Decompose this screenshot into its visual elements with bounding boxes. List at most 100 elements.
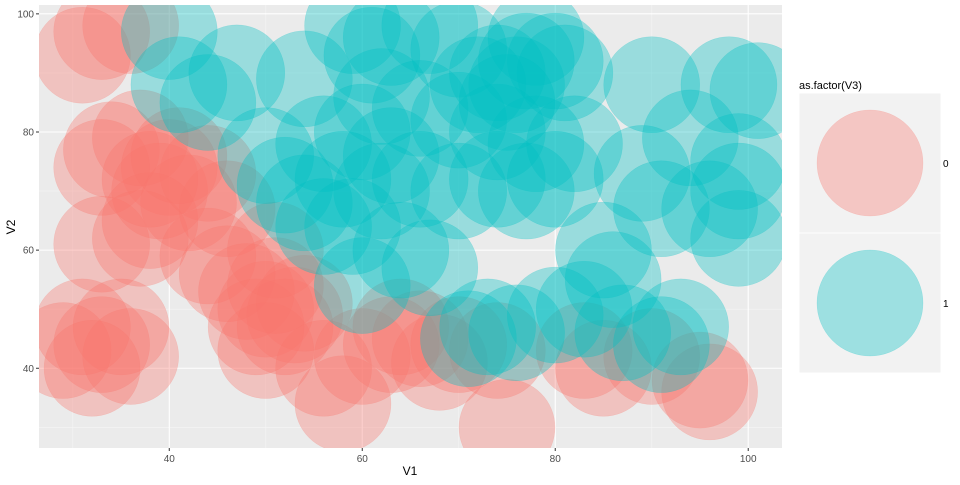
x-tick-label: 40 — [164, 454, 176, 465]
data-point-series-0 — [294, 355, 392, 448]
data-point-series-1 — [690, 113, 782, 210]
data-point-series-1 — [680, 36, 778, 133]
data-point-series-1 — [256, 154, 353, 252]
data-point-series-1 — [275, 178, 372, 275]
data-point-series-1 — [256, 30, 353, 128]
data-point-series-1 — [487, 5, 585, 86]
data-point-series-1 — [449, 130, 546, 228]
data-point-series-0 — [449, 302, 546, 399]
data-point-series-0 — [101, 130, 199, 228]
data-point-series-0 — [227, 201, 324, 299]
data-point-series-0 — [371, 290, 469, 387]
data-point-series-1 — [506, 12, 604, 110]
data-point-series-0 — [198, 243, 295, 340]
data-point-series-0 — [661, 343, 758, 441]
legend-title: as.factor(V3) — [799, 80, 862, 92]
data-point-series-1 — [564, 231, 662, 328]
data-point-series-1 — [555, 201, 652, 299]
data-point-series-0 — [236, 278, 334, 376]
data-point-series-1 — [352, 201, 450, 299]
data-point-series-0 — [53, 119, 150, 216]
data-point-series-1 — [458, 54, 556, 151]
data-point-series-0 — [130, 107, 228, 204]
data-point-series-1 — [420, 290, 517, 387]
y-tick-label: 100 — [17, 9, 34, 20]
legend-label: 1 — [943, 299, 949, 310]
data-point-series-1 — [294, 130, 392, 228]
y-axis: 40 60 80 100 — [17, 9, 39, 375]
data-points — [39, 5, 782, 448]
legend-key-box — [798, 92, 942, 234]
data-point-series-1 — [468, 284, 565, 382]
data-point-series-0 — [159, 125, 257, 222]
data-point-series-1 — [535, 260, 633, 358]
data-point-series-0 — [342, 296, 440, 393]
data-point-series-1 — [130, 36, 228, 133]
data-point-series-1 — [449, 24, 546, 122]
data-point-series-1 — [371, 60, 469, 157]
data-point-series-1 — [690, 190, 782, 287]
data-point-series-1 — [236, 136, 334, 234]
data-point-series-1 — [217, 107, 315, 204]
y-tick-label: 40 — [23, 364, 35, 375]
data-point-series-1 — [342, 107, 440, 204]
data-point-series-0 — [207, 278, 305, 376]
data-point-series-0 — [651, 331, 749, 429]
data-point-series-1 — [506, 130, 604, 228]
data-point-series-1 — [314, 237, 411, 334]
data-point-series-0 — [82, 5, 179, 74]
data-point-series-1 — [526, 95, 623, 193]
data-point-series-1 — [642, 89, 739, 187]
plot-panel — [39, 5, 782, 448]
data-point-series-1 — [487, 95, 585, 193]
data-point-series-0 — [410, 296, 507, 393]
x-tick-label: 80 — [550, 454, 562, 465]
data-point-series-0 — [256, 255, 353, 352]
x-tick-label: 60 — [357, 454, 369, 465]
data-point-series-1 — [304, 178, 401, 275]
data-point-series-1 — [275, 95, 372, 193]
data-point-series-1 — [333, 142, 430, 240]
legend-key-symbol — [816, 109, 924, 217]
data-point-series-0 — [227, 237, 324, 334]
legend-key-box — [798, 232, 942, 374]
data-point-series-0 — [275, 320, 372, 417]
data-point-series-1 — [381, 219, 479, 317]
data-point-series-1 — [593, 125, 691, 222]
y-tick-label: 80 — [23, 127, 35, 138]
minor-gridlines — [39, 5, 782, 448]
x-axis-title: V1 — [403, 464, 418, 478]
data-point-series-1 — [304, 5, 401, 74]
data-point-series-0 — [555, 320, 652, 417]
data-point-series-1 — [381, 5, 479, 74]
data-point-series-0 — [178, 160, 276, 258]
data-point-series-0 — [217, 260, 315, 358]
data-point-series-1 — [613, 160, 710, 258]
data-point-series-0 — [159, 207, 257, 305]
data-point-series-0 — [43, 320, 141, 417]
data-point-series-1 — [159, 54, 257, 151]
data-point-series-1 — [429, 36, 527, 133]
data-point-series-0 — [72, 278, 170, 376]
data-point-series-0 — [535, 302, 633, 399]
data-point-series-0 — [53, 195, 150, 293]
data-point-series-0 — [314, 308, 411, 405]
data-point-series-0 — [92, 89, 189, 187]
data-point-series-0 — [121, 119, 218, 216]
legend: as.factor(V3) 0 1 — [798, 80, 949, 374]
data-point-series-1 — [439, 278, 536, 376]
y-axis-title: V2 — [4, 219, 18, 234]
y-tick-label: 60 — [23, 246, 35, 257]
x-axis: 40 60 80 100 — [164, 448, 757, 465]
data-point-series-0 — [63, 101, 160, 198]
data-point-series-1 — [709, 42, 782, 139]
data-point-series-0 — [458, 379, 556, 448]
major-gridlines — [39, 5, 782, 448]
data-point-series-0 — [603, 308, 700, 405]
data-point-series-1 — [188, 24, 286, 122]
data-point-series-1 — [603, 36, 700, 133]
data-point-series-1 — [574, 284, 672, 382]
data-point-series-1 — [371, 130, 469, 228]
data-point-series-1 — [410, 71, 507, 169]
